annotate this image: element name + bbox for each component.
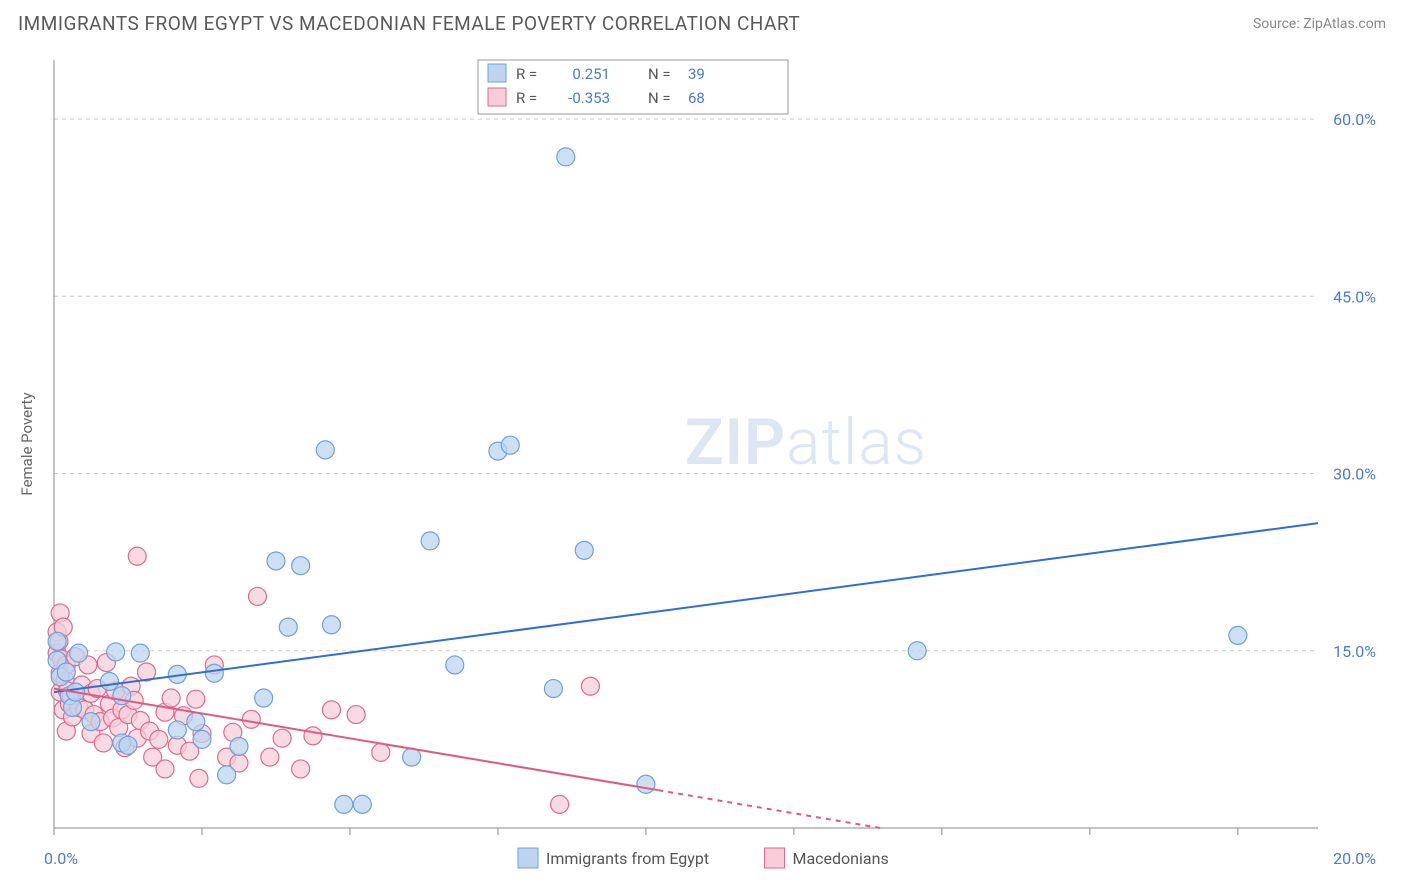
- x-end-label: 20.0%: [1333, 849, 1376, 868]
- scatter-point: [575, 541, 593, 559]
- y-tick-label: 60.0%: [1333, 110, 1376, 129]
- scatter-point: [48, 632, 66, 650]
- legend-n-label: N =: [648, 89, 671, 107]
- scatter-point: [316, 441, 334, 459]
- scatter-point: [162, 689, 180, 707]
- legend-r-value: -0.353: [568, 89, 610, 107]
- correlation-chart: 15.0% 30.0% 45.0% 60.0% Female Poverty 0.0% 20…: [18, 46, 1388, 892]
- scatter-point: [581, 677, 599, 695]
- scatter-point: [446, 656, 464, 674]
- scatter-point: [119, 736, 137, 754]
- legend-swatch: [765, 848, 785, 868]
- scatter-point: [187, 690, 205, 708]
- scatter-point: [292, 557, 310, 575]
- scatter-point: [353, 795, 371, 813]
- scatter-point: [230, 737, 248, 755]
- scatter-point: [421, 532, 439, 550]
- legend-n-label: N =: [648, 65, 671, 83]
- scatter-point: [551, 795, 569, 813]
- legend-n-value: 39: [688, 65, 705, 83]
- scatter-point: [57, 663, 75, 681]
- scatter-point: [150, 730, 168, 748]
- watermark: ZIPatlas: [685, 405, 927, 480]
- scatter-point: [190, 769, 208, 787]
- legend-label: Macedonians: [793, 849, 889, 868]
- scatter-point: [70, 644, 88, 662]
- legend-r-value: 0.251: [572, 65, 610, 83]
- scatter-point: [403, 748, 421, 766]
- scatter-point: [131, 644, 149, 662]
- series-legend: Immigrants from Egypt Macedonians: [518, 848, 889, 868]
- scatter-point: [908, 642, 926, 660]
- scatter-point: [501, 436, 519, 454]
- scatter-point: [193, 730, 211, 748]
- y-tick-label: 30.0%: [1333, 465, 1376, 484]
- scatter-point: [156, 760, 174, 778]
- scatter-point: [372, 743, 390, 761]
- scatter-point: [255, 689, 273, 707]
- scatter-point: [168, 721, 186, 739]
- scatter-point: [347, 706, 365, 724]
- y-axis-label: Female Poverty: [18, 392, 36, 495]
- chart-svg: 15.0% 30.0% 45.0% 60.0% Female Poverty 0.0% 20…: [18, 46, 1388, 892]
- legend-r-label: R =: [516, 89, 537, 107]
- scatter-point: [242, 710, 260, 728]
- scatter-point: [273, 729, 291, 747]
- scatter-point: [279, 618, 297, 636]
- scatter-point: [557, 148, 575, 166]
- legend-swatch: [488, 64, 506, 82]
- scatter-point: [94, 734, 112, 752]
- x-start-label: 0.0%: [44, 849, 78, 868]
- y-tick-label: 45.0%: [1333, 287, 1376, 306]
- legend-n-value: 68: [688, 89, 705, 107]
- scatter-point: [544, 680, 562, 698]
- legend-swatch: [518, 848, 538, 868]
- scatter-point: [322, 701, 340, 719]
- scatter-point: [304, 727, 322, 745]
- legend-label: Immigrants from Egypt: [546, 849, 709, 868]
- scatter-point: [335, 795, 353, 813]
- scatter-point: [187, 713, 205, 731]
- scatter-point: [128, 547, 146, 565]
- scatter-point: [267, 552, 285, 570]
- scatter-point: [248, 587, 266, 605]
- scatter-point: [261, 748, 279, 766]
- scatter-point: [292, 760, 310, 778]
- scatter-point: [82, 713, 100, 731]
- scatter-point: [218, 766, 236, 784]
- legend-swatch: [488, 88, 506, 106]
- legend-r-label: R =: [516, 65, 537, 83]
- source-attribution: Source: ZipAtlas.com: [1253, 16, 1386, 32]
- trend-line-extended: [658, 790, 880, 828]
- trend-line: [54, 523, 1318, 692]
- scatter-point: [100, 672, 118, 690]
- chart-title: IMMIGRANTS FROM EGYPT VS MACEDONIAN FEMA…: [18, 12, 800, 35]
- scatter-point: [637, 775, 655, 793]
- scatter-point: [322, 616, 340, 634]
- scatter-point: [107, 643, 125, 661]
- scatter-point: [205, 664, 223, 682]
- y-tick-label: 15.0%: [1333, 642, 1376, 661]
- scatter-point: [1229, 626, 1247, 644]
